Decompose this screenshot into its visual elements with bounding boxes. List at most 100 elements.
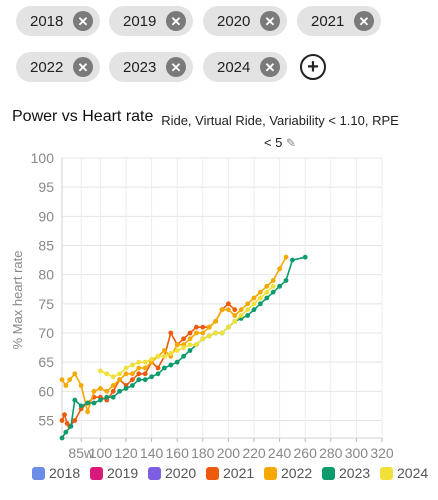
- pencil-icon[interactable]: ✎: [286, 136, 297, 150]
- data-point: [136, 365, 142, 371]
- legend-item-2024[interactable]: 2024: [380, 465, 428, 481]
- legend-swatch: [322, 467, 335, 480]
- x-tick-label: 220: [242, 445, 266, 461]
- data-point: [283, 278, 289, 283]
- data-point: [110, 388, 116, 394]
- data-point: [130, 371, 135, 377]
- data-point: [162, 365, 167, 371]
- x-tick-label: 140: [140, 445, 164, 461]
- data-point: [213, 330, 219, 336]
- data-point: [117, 377, 122, 383]
- data-point: [85, 400, 90, 406]
- data-point: [264, 289, 270, 295]
- add-year-button[interactable]: +: [300, 54, 326, 80]
- remove-icon[interactable]: ✕: [260, 57, 280, 77]
- y-tick-label: 65: [38, 354, 54, 370]
- year-chip-2022[interactable]: 2022 ✕: [16, 52, 100, 82]
- data-point: [72, 418, 78, 423]
- data-point: [264, 283, 270, 289]
- remove-icon[interactable]: ✕: [73, 11, 93, 31]
- remove-icon[interactable]: ✕: [166, 57, 186, 77]
- chart-filter-description[interactable]: Ride, Virtual Ride, Variability < 1.10, …: [160, 110, 400, 154]
- data-point: [258, 289, 263, 295]
- data-point: [168, 351, 174, 356]
- data-point: [123, 371, 129, 377]
- x-tick-label: 160: [166, 445, 190, 461]
- data-point: [226, 307, 231, 313]
- legend-label: 2019: [107, 465, 138, 481]
- data-point: [67, 377, 73, 383]
- legend-item-2020[interactable]: 2020: [148, 465, 196, 481]
- data-point: [63, 383, 69, 388]
- data-point: [302, 254, 308, 260]
- year-chip-label: 2022: [30, 58, 64, 76]
- y-tick-label: 60: [38, 383, 54, 399]
- data-point: [200, 330, 206, 336]
- data-point: [206, 333, 212, 339]
- data-point: [110, 383, 116, 388]
- data-point: [149, 374, 155, 380]
- x-tick-label: 200: [217, 445, 241, 461]
- remove-icon[interactable]: ✕: [354, 11, 374, 31]
- chart-series: [59, 254, 308, 441]
- legend-swatch: [148, 467, 161, 480]
- data-point: [155, 365, 161, 371]
- remove-icon[interactable]: ✕: [166, 11, 186, 31]
- data-point: [142, 365, 148, 371]
- remove-icon[interactable]: ✕: [73, 57, 93, 77]
- data-point: [59, 435, 65, 441]
- data-point: [174, 342, 180, 348]
- y-tick-label: 100: [31, 150, 55, 166]
- data-point: [123, 386, 129, 391]
- data-point: [283, 254, 289, 260]
- chart-grid: [61, 157, 383, 442]
- legend-item-2018[interactable]: 2018: [32, 465, 80, 481]
- year-filter-bar: 2018 ✕ 2019 ✕ 2020 ✕ 2021 ✕ 2022 ✕ 2023 …: [0, 0, 438, 100]
- data-point: [200, 324, 206, 330]
- y-tick-label: 55: [38, 413, 54, 429]
- data-point: [155, 371, 161, 377]
- legend-label: 2023: [339, 465, 370, 481]
- data-point: [72, 397, 78, 403]
- y-axis-ticks: 55 60 65 70 75 80 85 90 95 100: [31, 150, 55, 429]
- legend-label: 2018: [49, 465, 80, 481]
- x-tick-label: 260: [294, 445, 318, 461]
- x-tick-label: 320: [370, 445, 394, 461]
- data-point: [142, 377, 148, 383]
- data-point: [258, 301, 263, 307]
- legend-item-2023[interactable]: 2023: [322, 465, 370, 481]
- year-chip-2019[interactable]: 2019 ✕: [109, 6, 193, 36]
- legend-item-2019[interactable]: 2019: [90, 465, 138, 481]
- legend-label: 2021: [223, 465, 254, 481]
- data-point: [245, 313, 251, 318]
- year-chip-2024[interactable]: 2024 ✕: [203, 52, 287, 82]
- data-point: [162, 353, 167, 359]
- data-point: [194, 324, 199, 330]
- data-point: [142, 371, 148, 377]
- series-2022: [59, 254, 289, 415]
- chart-legend: 2018 2019 2020 2021 2022 2023 2024: [32, 465, 428, 481]
- year-chip-2021[interactable]: 2021 ✕: [297, 6, 381, 36]
- data-point: [59, 377, 65, 383]
- y-tick-label: 70: [38, 325, 54, 341]
- data-point: [194, 342, 199, 348]
- legend-swatch: [380, 467, 393, 480]
- data-point: [98, 368, 103, 374]
- data-point: [59, 418, 65, 423]
- year-chip-2020[interactable]: 2020 ✕: [203, 6, 287, 36]
- data-point: [63, 429, 69, 435]
- data-point: [245, 307, 251, 313]
- remove-icon[interactable]: ✕: [260, 11, 280, 31]
- year-chip-2023[interactable]: 2023 ✕: [109, 52, 193, 82]
- series-line: [61, 256, 287, 415]
- legend-item-2021[interactable]: 2021: [206, 465, 254, 481]
- legend-swatch: [264, 467, 277, 480]
- legend-item-2022[interactable]: 2022: [264, 465, 312, 481]
- data-point: [104, 371, 110, 377]
- year-chip-label: 2019: [123, 12, 157, 30]
- data-point: [187, 330, 193, 336]
- year-chip-2018[interactable]: 2018 ✕: [16, 6, 100, 36]
- data-point: [72, 371, 78, 377]
